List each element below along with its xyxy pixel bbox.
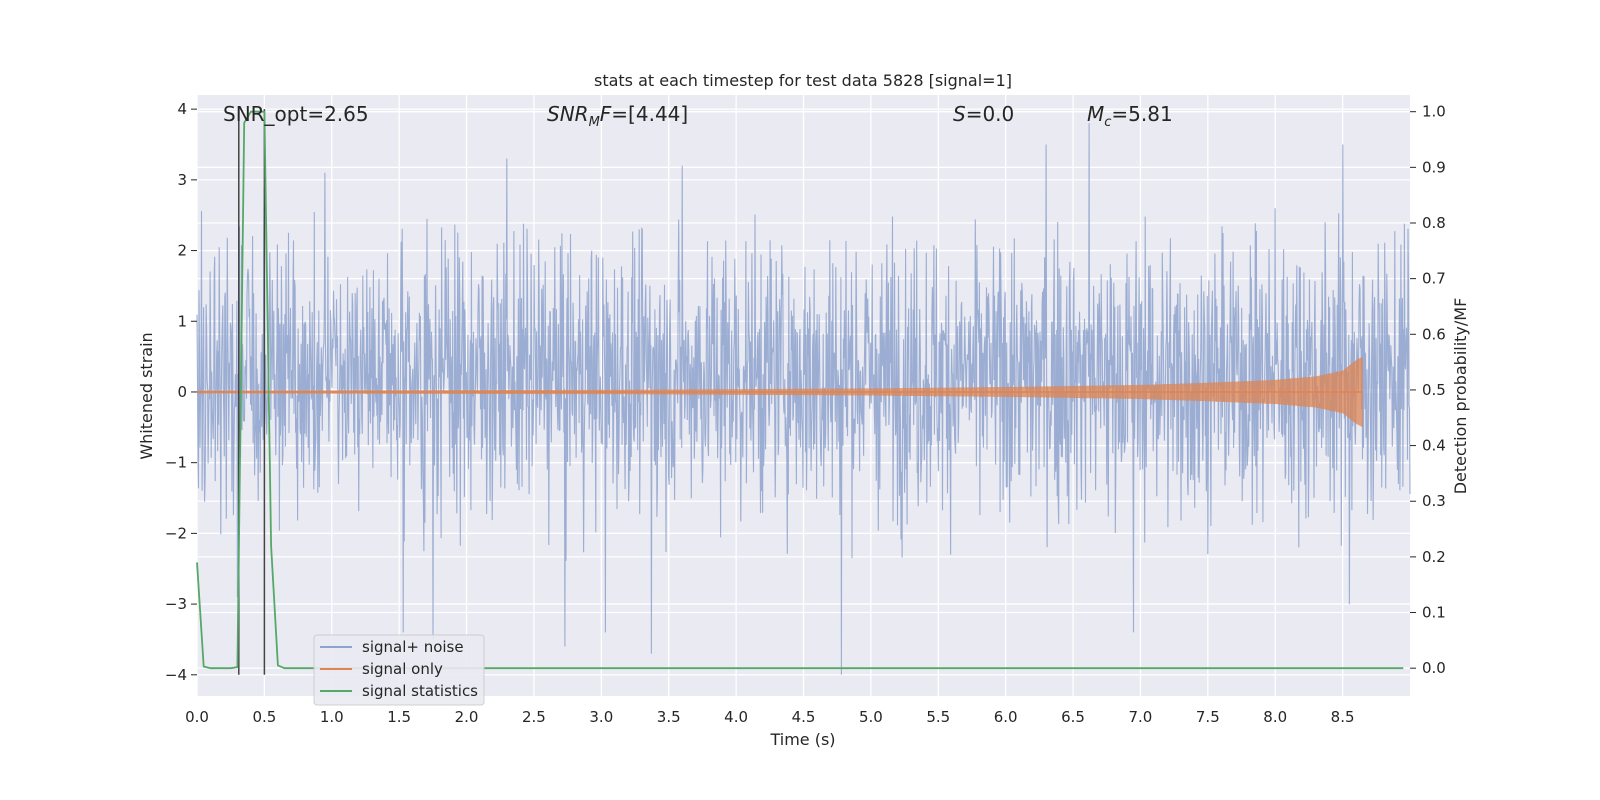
signal-plus-noise-line (196, 123, 1411, 675)
series-signal-plus-noise (196, 123, 1411, 675)
x-tick-label: 7.0 (1129, 708, 1153, 726)
y2-tick-label: 1.0 (1422, 103, 1446, 121)
y-tick-label: −4 (165, 666, 187, 684)
x-tick-label: 2.0 (455, 708, 479, 726)
y-tick-label: −2 (165, 524, 187, 542)
y2-tick-label: 0.0 (1422, 659, 1446, 677)
legend-label-signal-only: signal only (362, 660, 443, 678)
x-tick-label: 5.0 (859, 708, 883, 726)
tick-labels: 0.0 0.5 1.0 1.5 2.0 2.5 3.0 3.5 4.0 4.5 5.0 5.5 6.0 6… (165, 100, 1446, 726)
y2-tick-label: 0.7 (1422, 270, 1446, 288)
y2-tick-label: 0.5 (1422, 381, 1446, 399)
legend-box (313, 634, 485, 706)
x-tick-label: 2.5 (522, 708, 546, 726)
x-tick-label: 8.0 (1263, 708, 1287, 726)
x-tick-label: 6.0 (994, 708, 1018, 726)
y-tick-label: −3 (165, 595, 187, 613)
y-axis-label: Whitened strain (137, 332, 156, 459)
x-tick-label: 7.5 (1196, 708, 1220, 726)
annotation-s: S=0.0 (953, 102, 1014, 126)
x-tick-label: 1.0 (320, 708, 344, 726)
y-tick-label: 1 (177, 312, 187, 330)
y2-tick-label: 0.3 (1422, 492, 1446, 510)
annotation-snr-opt: SNR_opt=2.65 (223, 102, 369, 126)
legend-label-signal-plus-noise: signal+ noise (362, 638, 464, 656)
y2-tick-label: 0.6 (1422, 325, 1446, 343)
legend: signal+ noise signal only signal statist… (313, 634, 485, 706)
x-tick-label: 6.5 (1061, 708, 1085, 726)
y-tick-label: 4 (177, 100, 187, 118)
x-tick-label: 8.5 (1331, 708, 1355, 726)
annotation-mc: Mc=5.81 (1087, 102, 1173, 130)
y2-tick-label: 0.4 (1422, 437, 1446, 455)
x-tick-label: 4.0 (724, 708, 748, 726)
x-tick-label: 0.0 (185, 708, 209, 726)
legend-label-signal-statistics: signal statistics (362, 682, 478, 700)
y-tick-label: 0 (177, 383, 187, 401)
series-signal-only (197, 356, 1363, 428)
y-tick-label: 2 (177, 242, 187, 260)
y2-axis-label: Detection probability/MF (1451, 298, 1470, 495)
chart-title: stats at each timestep for test data 582… (594, 71, 1012, 90)
signal-statistics-line (196, 110, 1404, 670)
y2-tick-label: 0.8 (1422, 214, 1446, 232)
y2-tick-label: 0.1 (1422, 604, 1446, 622)
x-axis-label: Time (s) (769, 730, 835, 749)
y-tick-label: 3 (177, 171, 187, 189)
y2-tick-label: 0.2 (1422, 548, 1446, 566)
x-tick-label: 5.5 (926, 708, 950, 726)
x-tick-label: 4.5 (792, 708, 816, 726)
annotation-snr-mf: SNRMF=[4.44] (547, 102, 688, 130)
x-tick-label: 0.5 (252, 708, 276, 726)
x-tick-label: 3.5 (657, 708, 681, 726)
x-tick-label: 1.5 (387, 708, 411, 726)
y-tick-label: −1 (165, 454, 187, 472)
x-tick-label: 3.0 (589, 708, 613, 726)
series-signal-statistics (196, 110, 1404, 670)
y2-tick-label: 0.9 (1422, 158, 1446, 176)
